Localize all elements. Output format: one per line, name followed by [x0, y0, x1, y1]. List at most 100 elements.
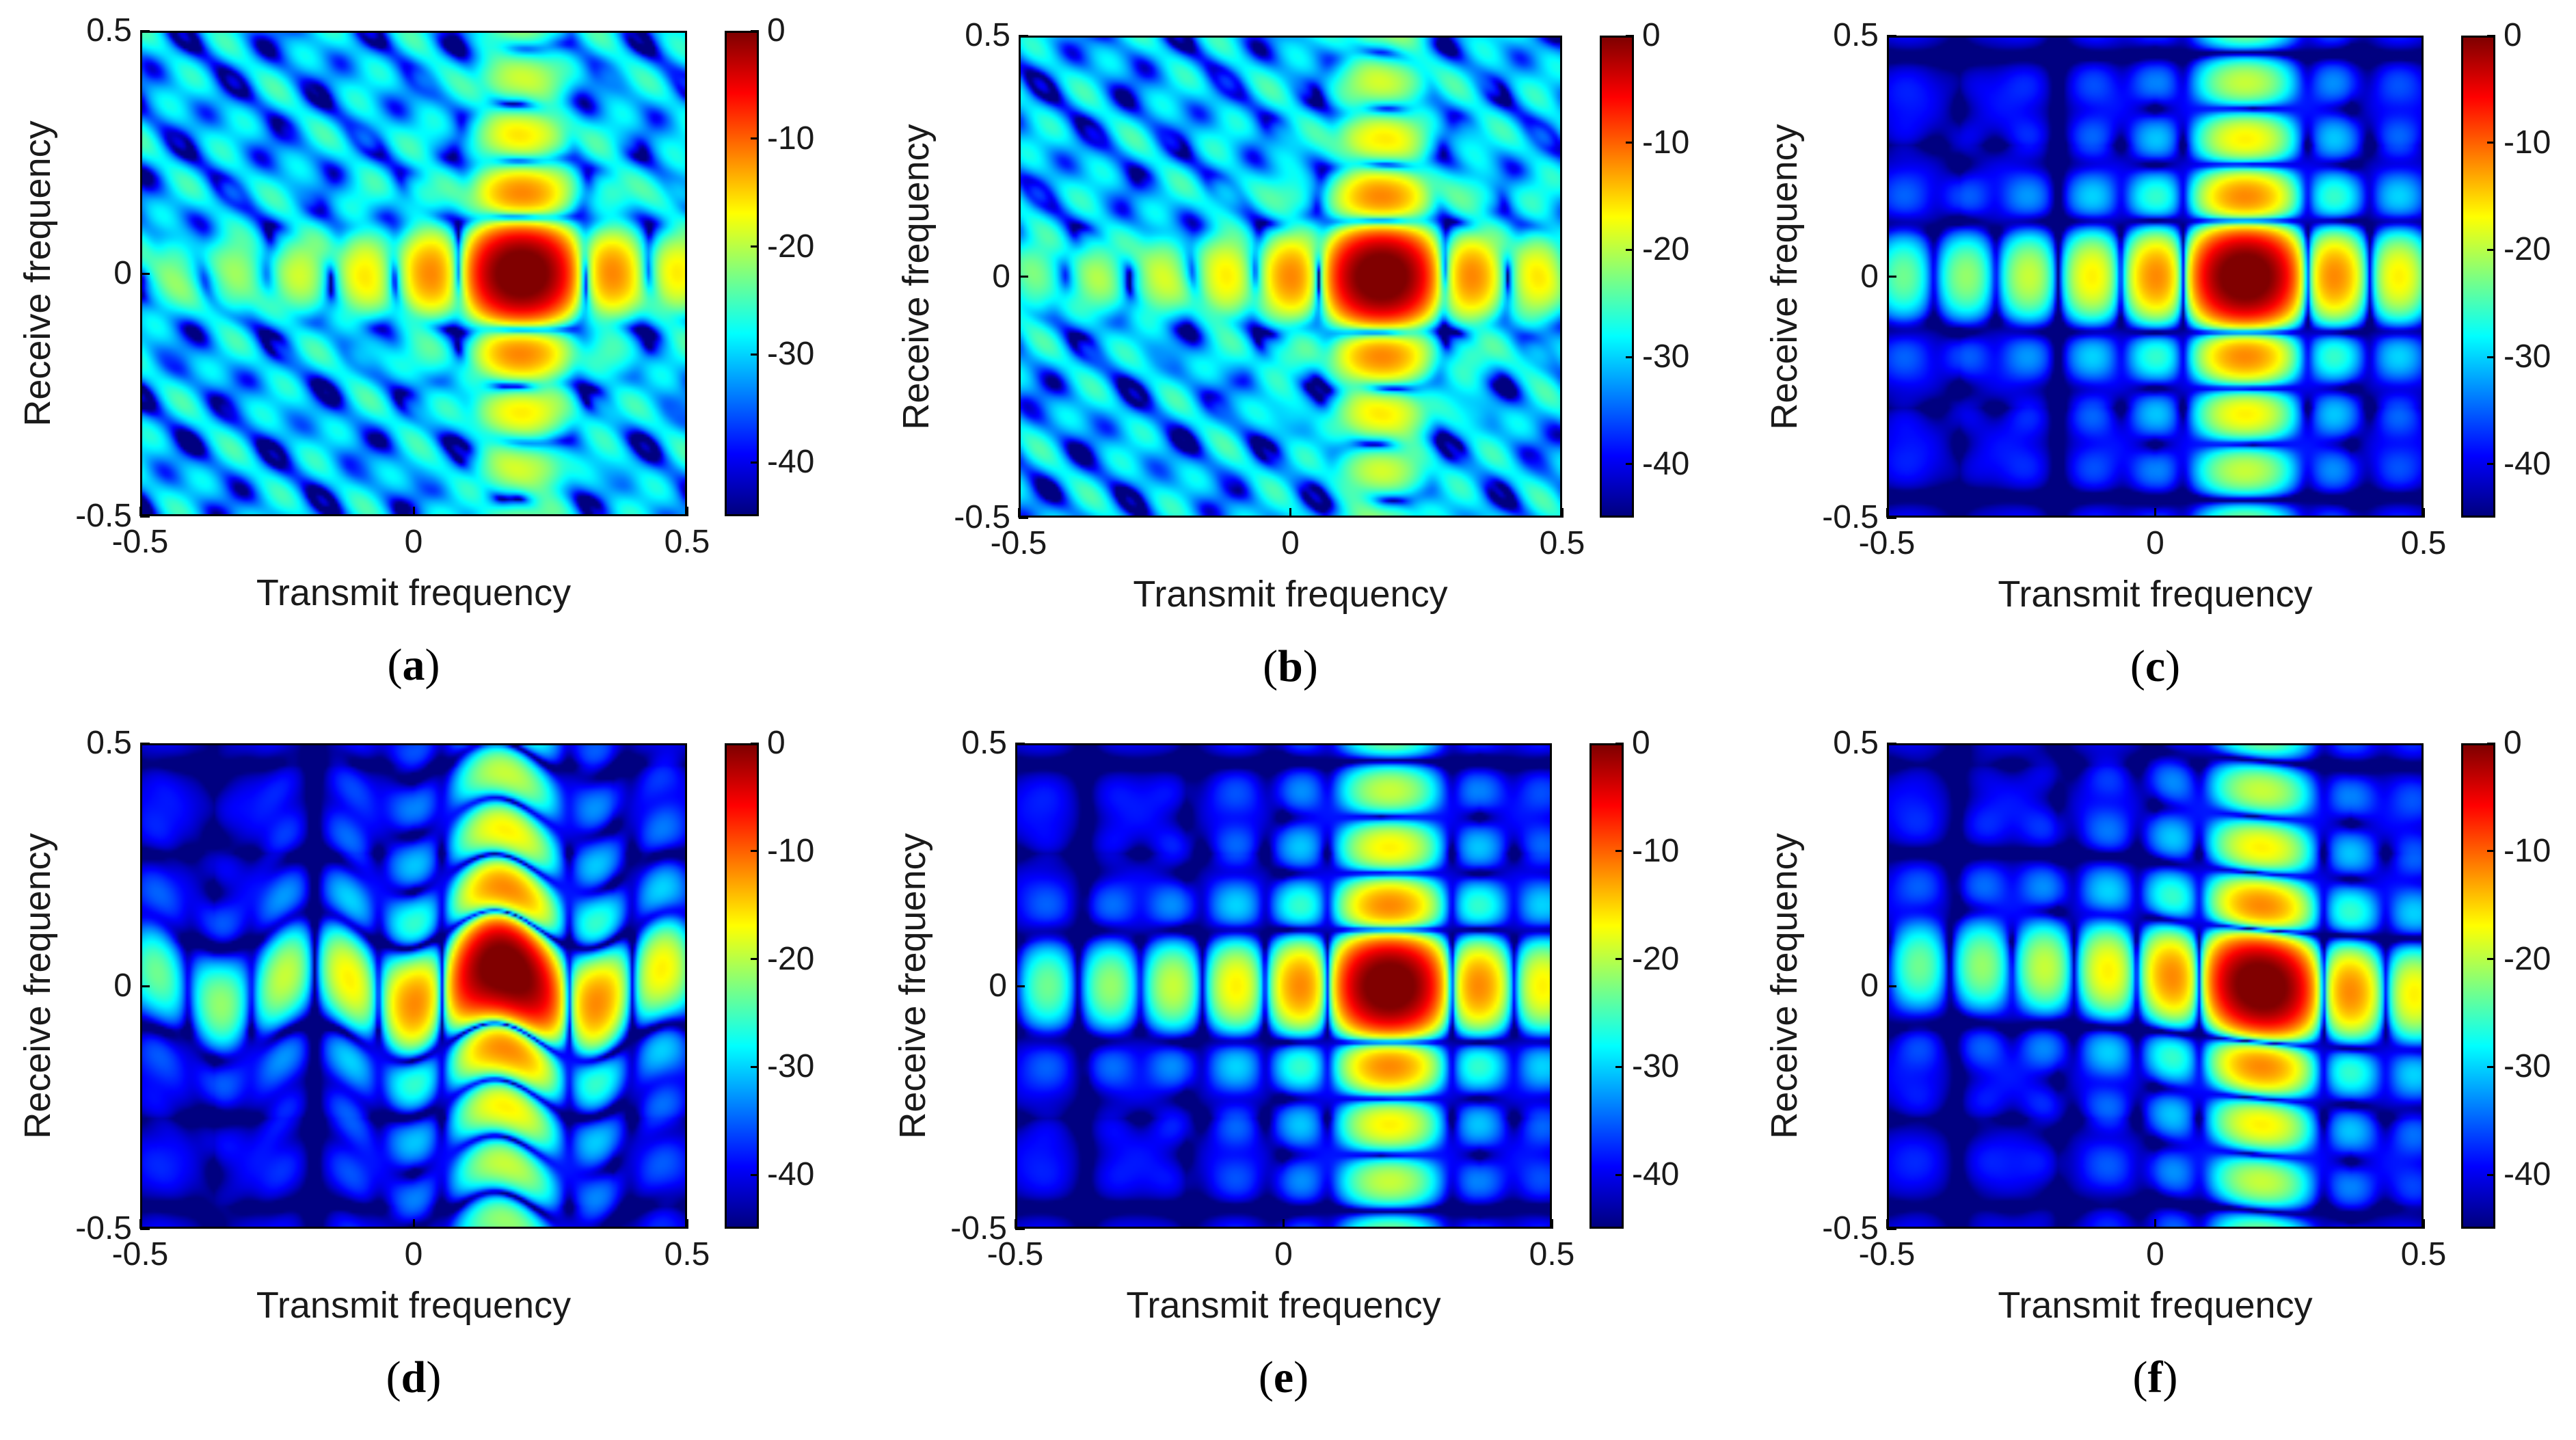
heatmap-image: [1889, 38, 2421, 516]
x-tick-label: 0: [404, 524, 423, 560]
heatmap-image: [1017, 745, 1550, 1227]
colorbar: [2461, 743, 2495, 1229]
x-tick-label: 0.5: [2400, 1236, 2447, 1272]
x-axis-label: Transmit frequency: [1998, 1285, 2313, 1326]
x-axis-label: Transmit frequency: [1126, 1285, 1441, 1326]
x-tick-mark: [1551, 1219, 1553, 1229]
colorbar: [725, 31, 759, 516]
x-tick-label: -0.5: [111, 1236, 169, 1272]
colorbar-tick-mark: [2487, 742, 2495, 745]
y-tick-mark: [140, 515, 150, 518]
y-tick-label: -0.5: [1822, 1210, 1879, 1246]
x-tick-label: 0: [1274, 1236, 1293, 1272]
heatmap-plot-area: [1887, 743, 2424, 1229]
y-tick-mark: [1887, 34, 1896, 37]
x-tick-label: 0.5: [2400, 525, 2447, 561]
y-tick-label: -0.5: [75, 498, 132, 534]
panel-caption-letter: b: [1278, 641, 1303, 691]
colorbar-tick-label: -40: [767, 1156, 815, 1193]
colorbar-tick-mark: [1615, 742, 1624, 745]
colorbar-tick-mark: [1626, 248, 1634, 251]
colorbar-tick-label: -30: [767, 1048, 815, 1085]
panel-caption-letter: f: [2147, 1352, 2163, 1402]
colorbar-tick-label: 0: [767, 725, 786, 761]
y-tick-mark: [1015, 985, 1025, 987]
colorbar-tick-mark: [2487, 142, 2495, 144]
y-tick-mark: [1019, 34, 1028, 37]
colorbar-tick-mark: [1626, 356, 1634, 358]
colorbar-tick-mark: [1615, 958, 1624, 961]
y-tick-label: -0.5: [950, 1210, 1007, 1246]
colorbar-tick-label: 0: [2504, 17, 2522, 53]
panel-caption: (f): [2132, 1352, 2178, 1402]
y-tick-label: 0.5: [961, 725, 1007, 761]
colorbar: [725, 743, 759, 1229]
y-axis-label: Receive frequency: [17, 833, 58, 1139]
colorbar-tick-mark: [1615, 1173, 1624, 1176]
x-tick-mark: [139, 507, 142, 516]
colorbar-tick-label: 0: [1632, 725, 1650, 761]
y-tick-label: 0: [113, 255, 132, 291]
x-tick-label: 0: [2146, 525, 2164, 561]
panel-caption-letter: a: [402, 640, 425, 690]
colorbar-tick-label: -10: [2504, 124, 2551, 161]
panel-caption-letter: e: [1273, 1352, 1294, 1402]
x-tick-mark: [686, 507, 688, 516]
y-tick-mark: [1887, 516, 1896, 519]
colorbar-tick-mark: [2487, 356, 2495, 358]
y-tick-label: 0: [989, 968, 1007, 1004]
colorbar-tick-label: -10: [2504, 832, 2551, 869]
y-tick-label: 0.5: [1833, 17, 1879, 53]
colorbar-tick-mark: [751, 29, 759, 32]
colorbar-tick-mark: [751, 245, 759, 248]
x-tick-label: 0.5: [1529, 1236, 1575, 1272]
y-tick-label: 0.5: [1833, 725, 1879, 761]
colorbar-tick-mark: [751, 353, 759, 356]
x-tick-label: 0: [404, 1236, 423, 1272]
colorbar-tick-label: -20: [1642, 231, 1690, 268]
colorbar-tick-label: -20: [767, 940, 815, 977]
x-axis-label: Transmit frequency: [256, 572, 572, 613]
colorbar-tick-mark: [1615, 850, 1624, 853]
x-tick-mark: [412, 1219, 415, 1229]
colorbar-tick-label: -10: [1632, 832, 1680, 869]
x-axis-label: Transmit frequency: [1133, 574, 1448, 615]
colorbar-tick-mark: [751, 958, 759, 961]
x-tick-label: -0.5: [990, 525, 1047, 561]
colorbar-tick-label: 0: [2504, 725, 2522, 761]
colorbar-tick-label: 0: [1642, 17, 1661, 53]
y-tick-mark: [1019, 276, 1028, 278]
heatmap-plot-area: [140, 31, 687, 516]
x-tick-mark: [2154, 508, 2156, 518]
colorbar-tick-label: -10: [1642, 124, 1690, 161]
heatmap-image: [142, 33, 685, 514]
x-axis-label: Transmit frequency: [256, 1285, 572, 1326]
colorbar-tick-label: -10: [767, 120, 815, 157]
colorbar-tick-mark: [1626, 142, 1634, 144]
x-tick-mark: [686, 1219, 688, 1229]
panel-caption-letter: d: [401, 1352, 427, 1402]
colorbar-tick-label: 0: [767, 12, 786, 49]
panel-caption: (e): [1258, 1352, 1309, 1402]
y-tick-label: 0: [113, 968, 132, 1004]
heatmap-image: [1889, 745, 2421, 1227]
y-tick-label: 0.5: [86, 725, 132, 761]
colorbar-tick-mark: [751, 850, 759, 853]
y-tick-mark: [1887, 276, 1896, 278]
x-tick-mark: [2422, 508, 2425, 518]
heatmap-plot-area: [140, 743, 687, 1229]
y-tick-mark: [1887, 985, 1896, 987]
colorbar-tick-label: -30: [2504, 1048, 2551, 1085]
colorbar-tick-label: -40: [1632, 1156, 1680, 1193]
heatmap-plot-area: [1887, 36, 2424, 518]
colorbar-tick-mark: [2487, 463, 2495, 466]
x-tick-mark: [1283, 1219, 1285, 1229]
y-tick-label: 0.5: [86, 12, 132, 49]
colorbar-tick-label: -20: [2504, 940, 2551, 977]
colorbar-tick-label: -40: [2504, 445, 2551, 482]
x-tick-mark: [1289, 508, 1291, 518]
x-tick-mark: [412, 507, 415, 516]
colorbar-tick-label: -10: [767, 832, 815, 869]
x-tick-label: 0.5: [664, 1236, 710, 1272]
